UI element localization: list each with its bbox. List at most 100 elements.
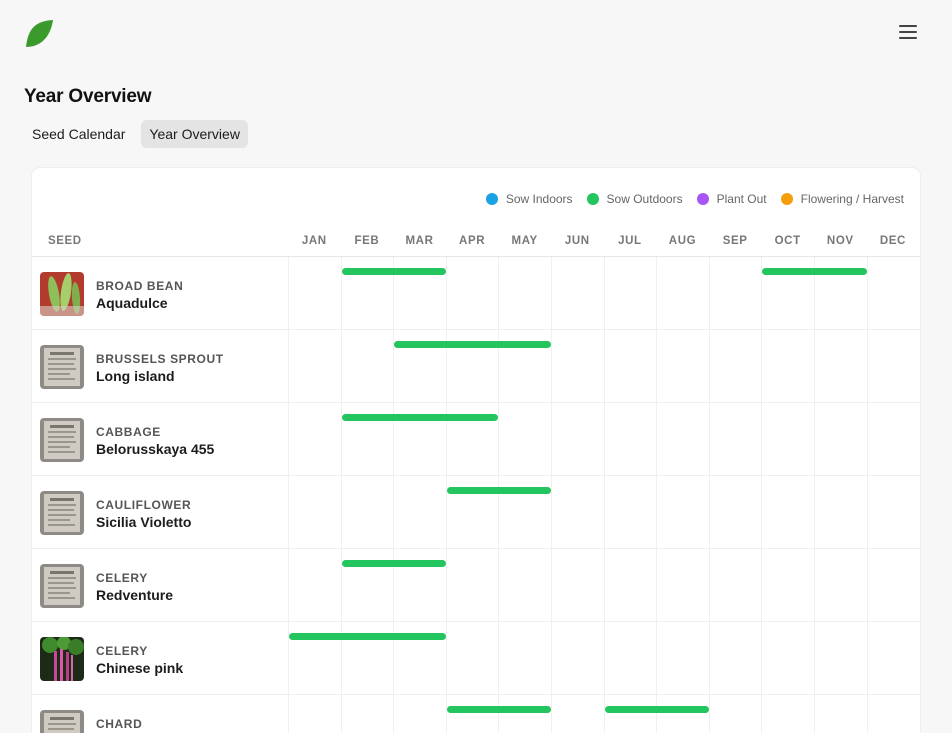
period-bar-sow-outdoors[interactable] [341, 414, 499, 421]
month-gridline [814, 695, 815, 733]
month-gridline [708, 695, 710, 733]
month-gridline [761, 695, 763, 733]
month-gridline [445, 695, 447, 733]
month-header-jun: JUN [564, 235, 590, 247]
month-gridline [708, 257, 710, 330]
seed-row[interactable]: CABBAGE Belorusskaya 455 [32, 403, 920, 476]
seed-thumbnail [40, 637, 84, 681]
month-header-jan: JAN [301, 235, 327, 247]
month-gridline [340, 403, 342, 476]
period-bar-sow-outdoors[interactable] [762, 268, 867, 275]
month-gridline [551, 622, 552, 695]
month-gridline [708, 622, 710, 695]
month-gridline [814, 257, 815, 330]
page-title: Year Overview [24, 86, 152, 107]
seed-rows: BROAD BEAN Aquadulce BRUSSELS SPROUT Long i… [32, 257, 920, 733]
legend-label: Flowering / Harvest [800, 192, 904, 206]
month-gridline [445, 549, 447, 622]
month-gridline [656, 330, 658, 403]
seed-row[interactable]: CELERY Redventure [32, 549, 920, 622]
seed-row[interactable]: CAULIFLOWER Sicilia Violetto [32, 476, 920, 549]
month-gridline [551, 330, 552, 403]
period-bar-sow-outdoors[interactable] [604, 706, 709, 713]
month-header-apr: APR [459, 235, 486, 247]
seed-variety: Long island [96, 368, 175, 384]
month-gridline [761, 622, 763, 695]
seed-variety: Aquadulce [96, 295, 168, 311]
month-gridline [288, 476, 289, 549]
month-gridline [656, 476, 658, 549]
seed-thumbnail [40, 418, 84, 462]
month-gridline [288, 695, 289, 733]
month-header-sep: SEP [722, 235, 748, 247]
tab-seed-calendar[interactable]: Seed Calendar [32, 126, 126, 142]
leaf-icon[interactable] [24, 18, 56, 50]
seed-thumbnail [40, 710, 84, 733]
month-gridline [761, 476, 763, 549]
month-gridline [866, 549, 868, 622]
month-gridline [445, 330, 447, 403]
month-header-feb: FEB [354, 235, 380, 247]
month-gridline [708, 330, 710, 403]
month-gridline [866, 695, 868, 733]
month-gridline [866, 257, 868, 330]
seed-row[interactable]: CELERY Chinese pink [32, 622, 920, 695]
month-gridline [340, 257, 342, 330]
month-gridline [340, 549, 342, 622]
seed-thumbnail [40, 564, 84, 608]
seed-variety: Chinese pink [96, 660, 184, 676]
month-gridline [708, 403, 710, 476]
top-nav [0, 0, 952, 70]
month-gridline [814, 403, 815, 476]
month-gridline [393, 330, 395, 403]
month-gridline [866, 403, 868, 476]
tab-year-overview[interactable]: Year Overview [141, 120, 248, 148]
month-gridline [445, 476, 447, 549]
seed-row[interactable]: CHARD [32, 695, 920, 733]
month-gridline [340, 330, 342, 403]
seed-type: CELERY [96, 571, 148, 585]
month-gridline [445, 622, 447, 695]
month-gridline [288, 622, 289, 695]
month-header-oct: OCT [774, 235, 801, 247]
month-gridline [288, 257, 289, 330]
month-gridline [866, 330, 868, 403]
hamburger-menu-icon[interactable] [896, 22, 920, 42]
month-gridline [498, 695, 500, 733]
month-header-aug: AUG [668, 235, 697, 247]
period-bar-sow-outdoors[interactable] [341, 560, 446, 567]
period-bar-sow-outdoors[interactable] [394, 341, 551, 348]
month-gridline [603, 330, 605, 403]
period-bar-sow-outdoors[interactable] [446, 706, 551, 713]
month-gridline [340, 476, 342, 549]
month-gridline [551, 476, 552, 549]
seed-variety: Redventure [96, 587, 174, 603]
month-gridline [288, 403, 289, 476]
period-bar-sow-outdoors[interactable] [289, 633, 446, 640]
month-gridline [603, 257, 605, 330]
period-bar-sow-outdoors[interactable] [446, 487, 551, 494]
month-gridline [761, 549, 763, 622]
seed-row[interactable]: BRUSSELS SPROUT Long island [32, 330, 920, 403]
view-tabs: Seed Calendar Year Overview [24, 120, 248, 148]
month-gridline [393, 403, 395, 476]
month-gridline [761, 330, 763, 403]
seed-column-header: SEED [48, 235, 82, 247]
seed-type: BROAD BEAN [96, 279, 184, 293]
seed-variety: Belorusskaya 455 [96, 441, 215, 457]
month-gridline [656, 549, 658, 622]
month-gridline [814, 622, 815, 695]
month-header-mar: MAR [405, 235, 434, 247]
month-gridline [656, 403, 658, 476]
month-gridline [761, 403, 763, 476]
month-gridline [445, 403, 447, 476]
seed-row[interactable]: BROAD BEAN Aquadulce [32, 257, 920, 330]
legend-label: Sow Outdoors [606, 192, 683, 206]
month-header-may: MAY [511, 235, 538, 247]
period-bar-sow-outdoors[interactable] [341, 268, 446, 275]
year-overview-card: Sow Indoors Sow Outdoors Plant Out Flowe… [32, 168, 920, 733]
month-gridline [603, 476, 605, 549]
month-gridline [498, 257, 500, 330]
month-gridline [656, 257, 658, 330]
month-gridline [708, 476, 710, 549]
